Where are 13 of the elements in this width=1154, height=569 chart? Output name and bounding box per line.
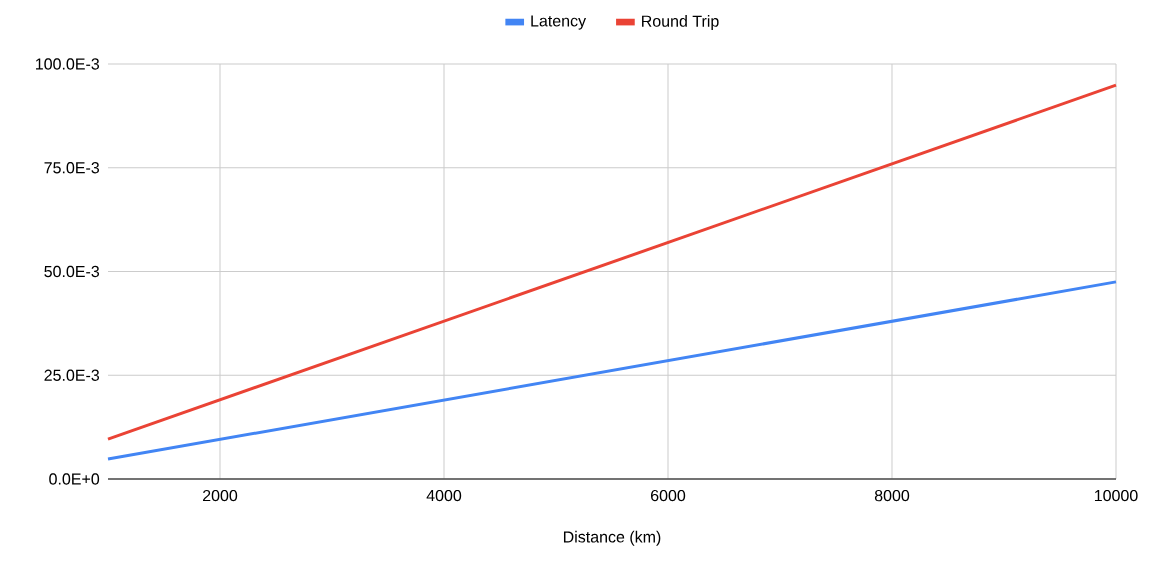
- y-tick-label: 25.0E-3: [44, 369, 100, 381]
- x-tick-label: 4000: [426, 489, 462, 502]
- y-tick-label: 50.0E-3: [44, 265, 100, 278]
- x-tick-label: 8000: [874, 489, 910, 502]
- y-tick-label: 0.0E+0: [49, 473, 100, 485]
- x-tick-label: 10000: [1094, 489, 1138, 502]
- x-tick-label: 2000: [203, 489, 238, 502]
- legend-label: Round Trip: [642, 15, 719, 30]
- x-axis-title: Distance (km): [563, 530, 661, 546]
- y-tick-label: 100.0E-3: [36, 58, 100, 70]
- x-tick-label: 6000: [651, 489, 686, 502]
- y-tick-label: 75.0E-3: [44, 162, 100, 174]
- legend-label: Latency: [531, 15, 587, 30]
